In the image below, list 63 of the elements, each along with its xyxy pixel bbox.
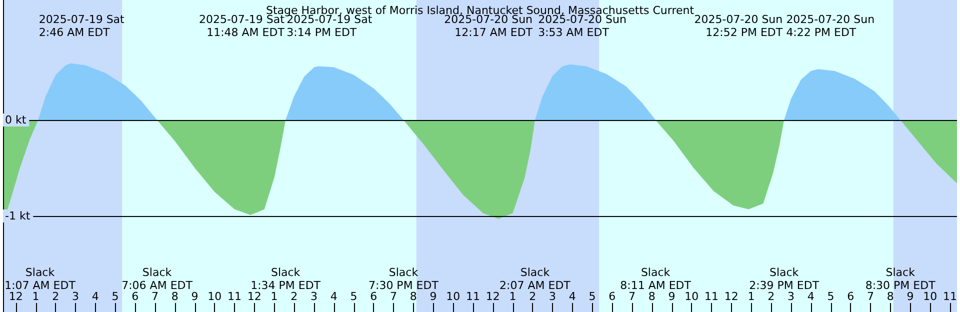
x-tick-label: 11	[466, 290, 480, 303]
x-tick-label: 3	[549, 290, 556, 303]
annotation: Slack 2:39 PM EDT	[749, 266, 820, 292]
x-tick-label: 1	[270, 290, 278, 303]
x-tick-label: 7	[390, 290, 398, 303]
annotation: Slack 1:34 PM EDT	[250, 266, 321, 292]
annotation: 2025-07-19 Sat 2:46 AM EDT	[38, 13, 126, 39]
x-tick-label: 4	[92, 290, 99, 303]
x-tick-label: 6	[847, 290, 854, 303]
x-tick-label: 7	[152, 290, 159, 303]
x-tick-label: 6	[608, 290, 616, 303]
x-tick-label: 9	[668, 290, 676, 303]
x-tick-label: 11	[228, 290, 242, 303]
x-tick-label: 10	[446, 290, 460, 303]
annotation: 2025-07-20 Sun 12:52 PM EDT	[694, 13, 783, 39]
x-tick-label: 2	[529, 290, 536, 303]
x-tick-label: 12	[486, 290, 500, 303]
x-tick-label: 5	[827, 290, 834, 303]
x-tick-label: 10	[684, 290, 699, 303]
x-tick-label: 2	[768, 290, 775, 303]
x-tick-label: 10	[923, 290, 938, 303]
x-tick-label: 11	[943, 290, 958, 303]
x-tick-label: 4	[807, 290, 814, 303]
x-tick-label: 4	[568, 290, 576, 303]
x-tick-label: 12	[247, 290, 262, 303]
annotation: Slack 7:06 AM EDT	[122, 266, 193, 292]
x-tick-label: 8	[171, 290, 178, 303]
x-tick-label: 9	[906, 290, 914, 303]
annotation: 2025-07-20 Sun 3:53 AM EDT	[538, 13, 626, 39]
x-tick-label: 9	[191, 290, 198, 303]
annotation: Slack 1:07 AM EDT	[4, 266, 76, 292]
x-tick-label: 3	[310, 290, 318, 303]
annotation: Slack 8:11 AM EDT	[620, 266, 692, 292]
annotation: Slack 8:30 PM EDT	[865, 266, 936, 292]
x-tick-label: 7	[867, 290, 874, 303]
x-tick-label: 12	[8, 290, 23, 303]
x-tick-label: 11	[704, 290, 719, 303]
x-tick-label: 1	[509, 290, 516, 303]
x-tick-label: 9	[430, 290, 437, 303]
x-tick-label: 7	[628, 290, 636, 303]
x-tick-label: 4	[330, 290, 338, 303]
x-tick-label: 12	[724, 290, 738, 303]
x-tick-label: 1	[748, 290, 755, 303]
annotation: Slack 7:30 PM EDT	[368, 266, 439, 292]
x-tick-label: 8	[648, 290, 656, 303]
x-tick-label: 3	[72, 290, 80, 303]
x-tick-label: 8	[886, 290, 894, 303]
x-tick-label: 3	[788, 290, 795, 303]
x-tick-label: 1	[32, 290, 40, 303]
x-tick-label: 8	[410, 290, 417, 303]
x-tick-label: 5	[588, 290, 596, 303]
x-tick-label: 2	[52, 290, 60, 303]
annotation: 2025-07-20 Sun 4:22 PM EDT	[786, 13, 875, 39]
annotation: Slack 2:07 AM EDT	[500, 266, 571, 292]
x-tick-label: 2	[290, 290, 298, 303]
y-tick-label: -1 kt	[5, 210, 31, 222]
x-tick-label: 5	[350, 290, 358, 303]
x-tick-label: 10	[208, 290, 222, 303]
y-tick-label: 0 kt	[5, 114, 27, 126]
x-tick-label: 6	[370, 290, 378, 303]
annotation: 2025-07-20 Sun 12:17 AM EDT	[444, 13, 533, 39]
x-tick-label: 6	[132, 290, 139, 303]
x-tick-label: 5	[112, 290, 119, 303]
